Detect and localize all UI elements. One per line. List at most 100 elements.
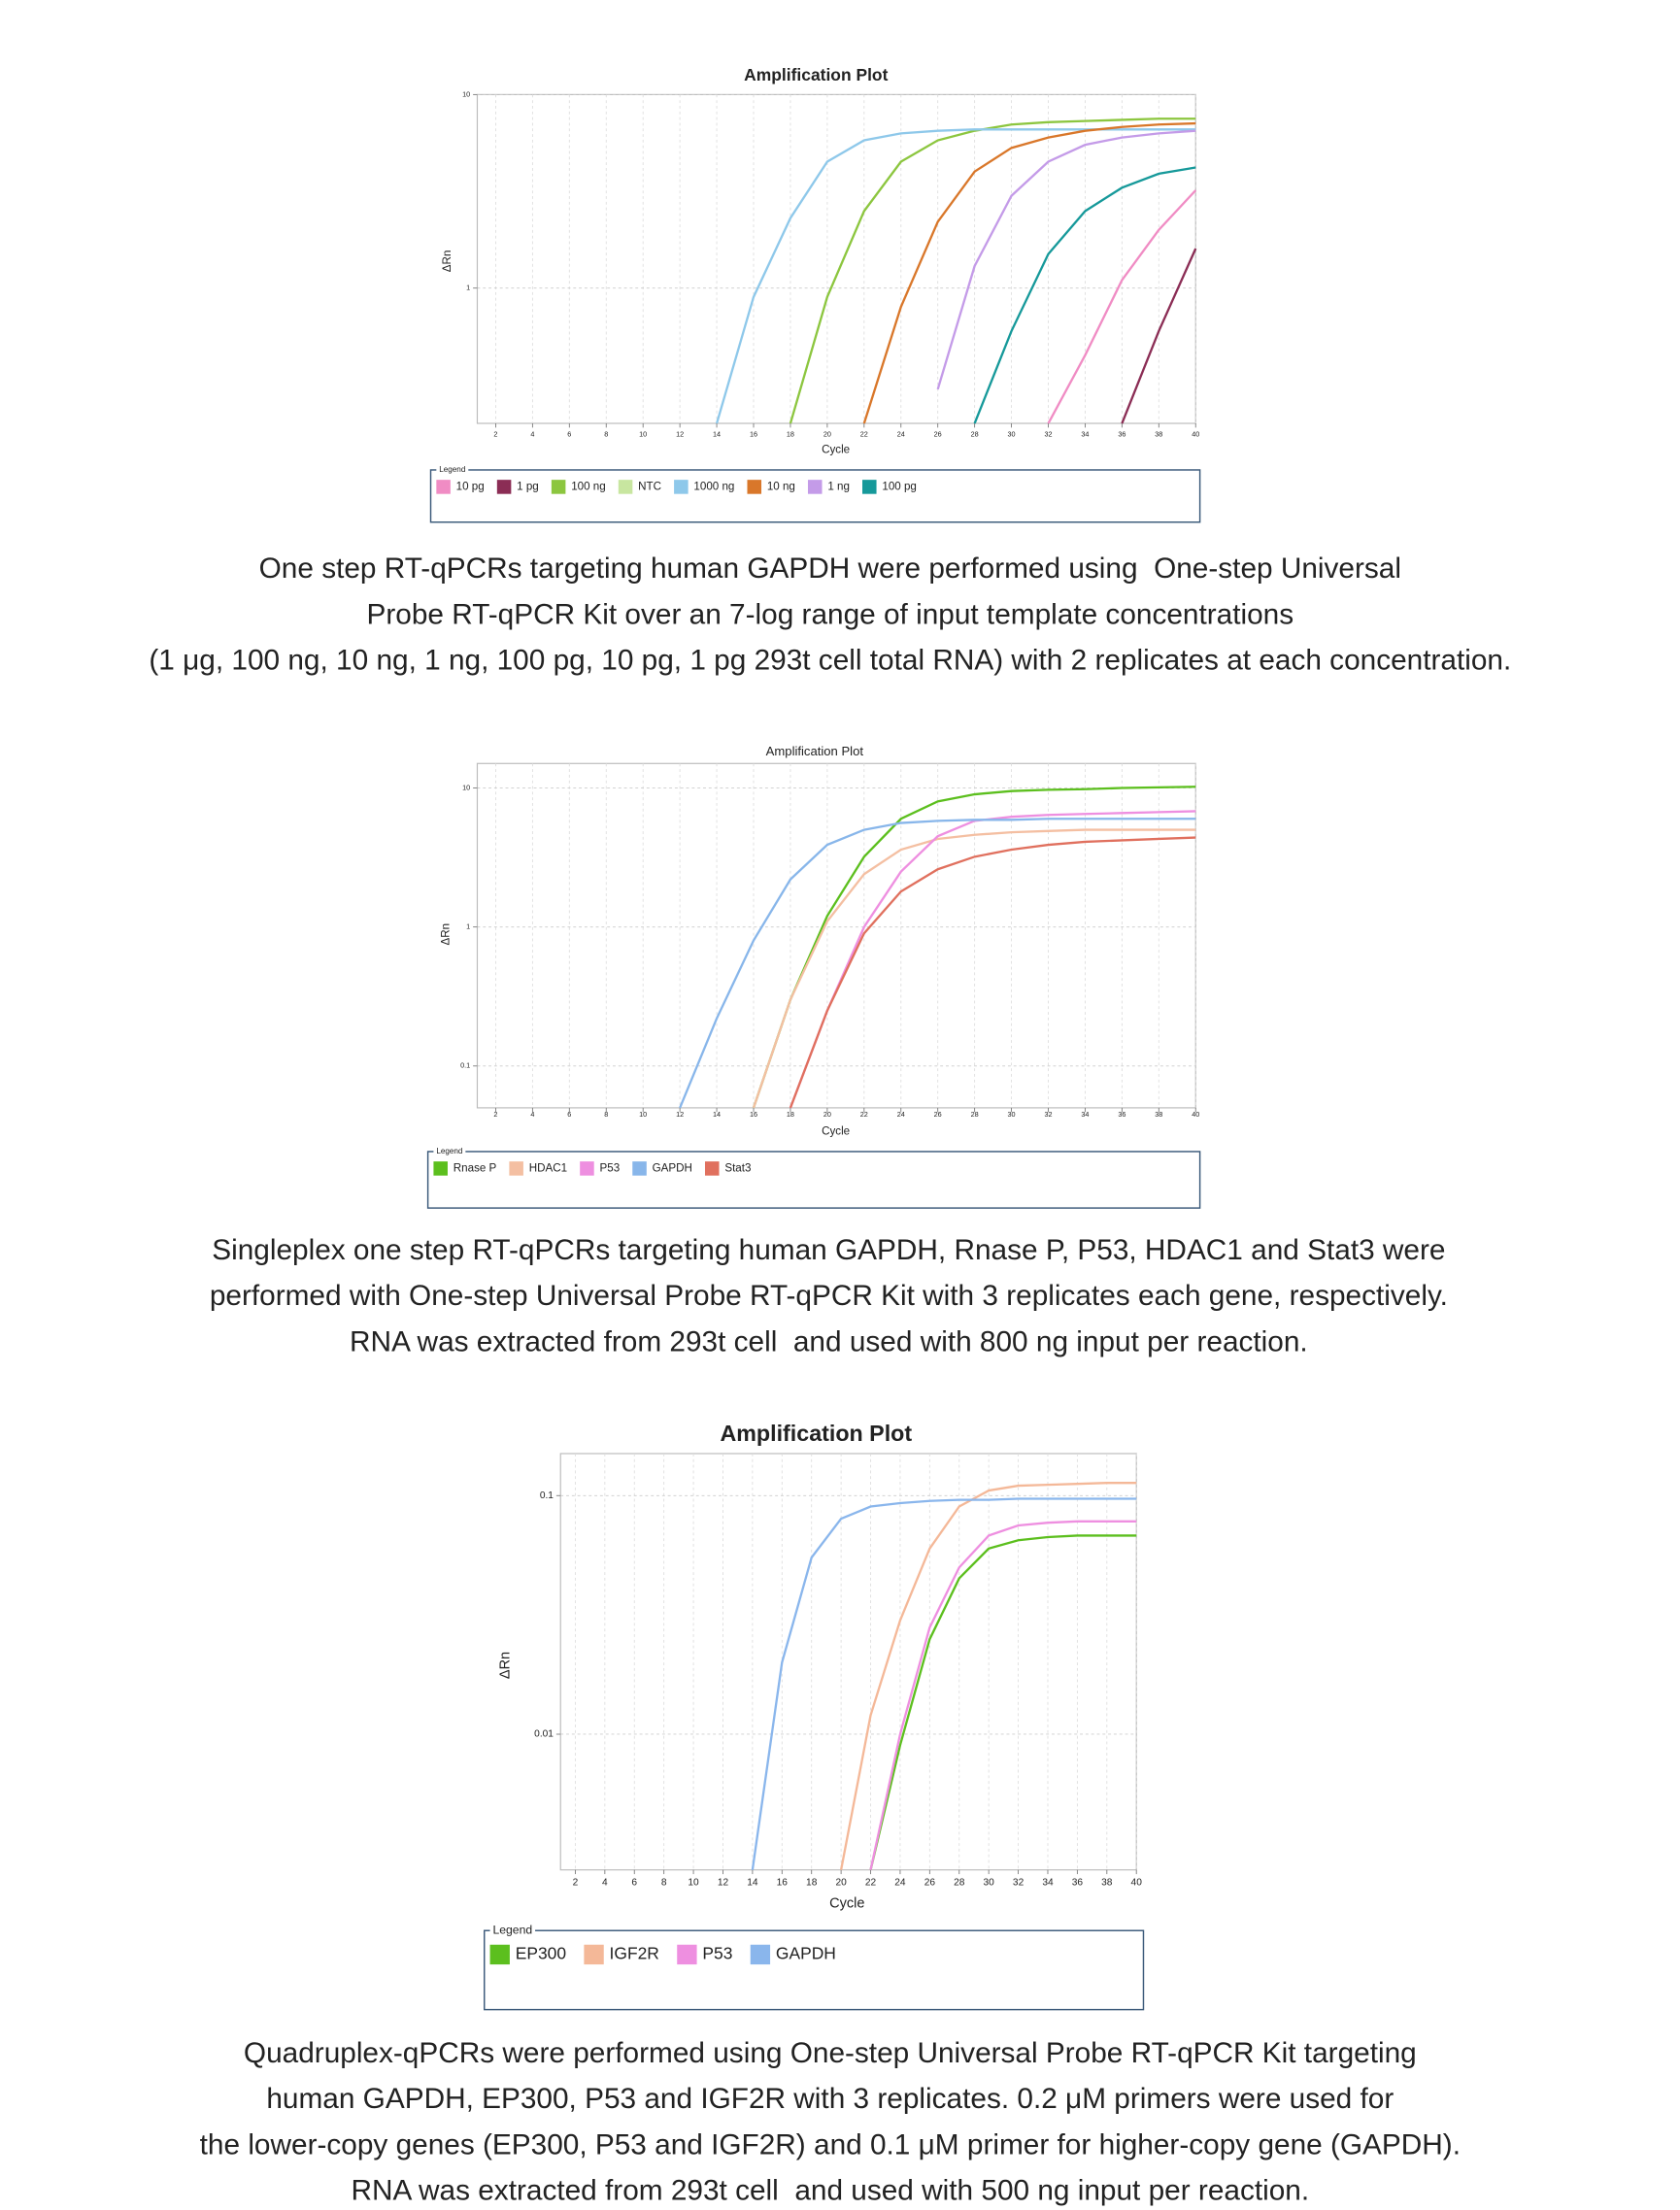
plot-area [476, 762, 1196, 1109]
x-tick-label: 18 [787, 1110, 794, 1119]
legend-title-bg [433, 1147, 466, 1156]
x-tick-label: 36 [1072, 1878, 1084, 1889]
legend-swatch [674, 480, 689, 494]
y-tick-label: 1 [466, 922, 470, 931]
x-tick-label: 6 [631, 1878, 637, 1889]
caption-line: RNA was extracted from 293t cell and use… [350, 1325, 1308, 1357]
legend-label: 10 ng [767, 480, 795, 492]
x-tick-label: 40 [1192, 430, 1199, 439]
x-tick-label: 18 [806, 1878, 818, 1889]
y-axis-label: ΔRn [441, 251, 454, 273]
x-tick-label: 32 [1013, 1878, 1025, 1889]
legend-swatch [580, 1161, 594, 1176]
caption-line: Singleplex one step RT-qPCRs targeting h… [212, 1234, 1445, 1266]
x-tick-label: 22 [860, 430, 868, 439]
legend-label: P53 [702, 1944, 732, 1963]
y-tick-label: 1 [466, 284, 470, 292]
legend-box [484, 1929, 1145, 2011]
legend-swatch [704, 1161, 720, 1176]
legend-swatch [618, 480, 633, 494]
series-line [751, 1497, 1137, 1870]
legend-label: GAPDH [653, 1161, 692, 1174]
caption-line: One step RT-qPCRs targeting human GAPDH … [259, 552, 1401, 585]
legend-swatch [750, 1944, 771, 1965]
series-line [862, 121, 1196, 424]
legend-swatch [496, 480, 512, 494]
x-tick-label: 16 [750, 430, 757, 439]
x-tick-label: 38 [1101, 1878, 1113, 1889]
series-line [1047, 189, 1197, 424]
legend-swatch [747, 480, 762, 494]
x-tick-label: 40 [1192, 1110, 1199, 1119]
legend-box [429, 469, 1201, 523]
x-tick-label: 10 [688, 1878, 699, 1889]
y-tick-label: 10 [462, 89, 470, 98]
legend-label: HDAC1 [529, 1161, 567, 1174]
x-tick-label: 34 [1081, 430, 1089, 439]
x-tick-label: 12 [676, 430, 684, 439]
x-tick-label: 20 [823, 430, 831, 439]
caption-line: (1 μg, 100 ng, 10 ng, 1 ng, 100 pg, 10 p… [149, 645, 1511, 677]
x-axis-label: Cycle [822, 1125, 850, 1138]
x-tick-label: 34 [1081, 1110, 1089, 1119]
legend-swatch [489, 1944, 510, 1965]
series-line [752, 828, 1196, 1109]
chart-title: Amplification Plot [766, 744, 864, 758]
x-tick-label: 8 [604, 1110, 608, 1119]
caption-line: human GAPDH, EP300, P53 and IGF2R with 3… [266, 2083, 1394, 2115]
x-tick-label: 24 [897, 1110, 905, 1119]
series-line [869, 1534, 1137, 1871]
x-tick-label: 18 [787, 430, 794, 439]
caption-line: RNA was extracted from 293t cell and use… [352, 2175, 1310, 2207]
x-tick-label: 36 [1118, 1110, 1126, 1119]
y-axis-label: ΔRn [497, 1652, 513, 1679]
x-axis-label: Cycle [822, 444, 850, 456]
caption-line: performed with One-step Universal Probe … [210, 1280, 1448, 1312]
x-tick-label: 8 [661, 1878, 667, 1889]
x-tick-label: 20 [835, 1878, 847, 1889]
x-tick-label: 2 [573, 1878, 579, 1889]
x-tick-label: 6 [567, 430, 571, 439]
x-tick-label: 36 [1118, 430, 1126, 439]
x-tick-label: 22 [865, 1878, 877, 1889]
x-tick-label: 16 [750, 1110, 757, 1119]
legend-label: GAPDH [776, 1944, 836, 1963]
series-line [936, 129, 1196, 390]
legend-label: 1 ng [827, 480, 850, 492]
y-tick-label: 0.1 [540, 1490, 554, 1501]
x-tick-label: 14 [713, 1110, 721, 1119]
legend-swatch [584, 1944, 604, 1965]
legend-label: 100 pg [882, 480, 917, 492]
series-line [973, 166, 1196, 424]
series-line [1121, 248, 1197, 424]
legend-box [426, 1151, 1201, 1209]
series-line [679, 818, 1196, 1109]
legend-swatch [551, 480, 566, 494]
legend-label: 1000 ng [693, 480, 734, 492]
x-tick-label: 14 [713, 430, 721, 439]
y-tick-label: 0.1 [460, 1061, 470, 1070]
y-axis-label: ΔRn [440, 923, 453, 946]
x-tick-label: 24 [894, 1878, 906, 1889]
x-tick-label: 22 [860, 1110, 868, 1119]
x-tick-label: 30 [1008, 430, 1016, 439]
series-line [752, 786, 1196, 1109]
legend-title-bg [436, 465, 469, 475]
x-tick-label: 34 [1042, 1878, 1054, 1889]
x-tick-label: 24 [897, 430, 905, 439]
x-tick-label: 40 [1131, 1878, 1143, 1889]
x-tick-label: 26 [924, 1878, 936, 1889]
caption-line: Quadruplex-qPCRs were performed using On… [244, 2037, 1417, 2069]
chart-title: Amplification Plot [720, 1421, 912, 1446]
x-tick-label: 6 [567, 1110, 571, 1119]
x-tick-label: 32 [1044, 1110, 1052, 1119]
x-tick-label: 30 [1008, 1110, 1016, 1119]
x-tick-label: 38 [1155, 430, 1162, 439]
x-tick-label: 10 [639, 430, 647, 439]
series-line [869, 1520, 1137, 1870]
x-tick-label: 28 [971, 1110, 979, 1119]
x-axis-label: Cycle [829, 1895, 864, 1911]
legend-title: Legend [492, 1923, 532, 1936]
